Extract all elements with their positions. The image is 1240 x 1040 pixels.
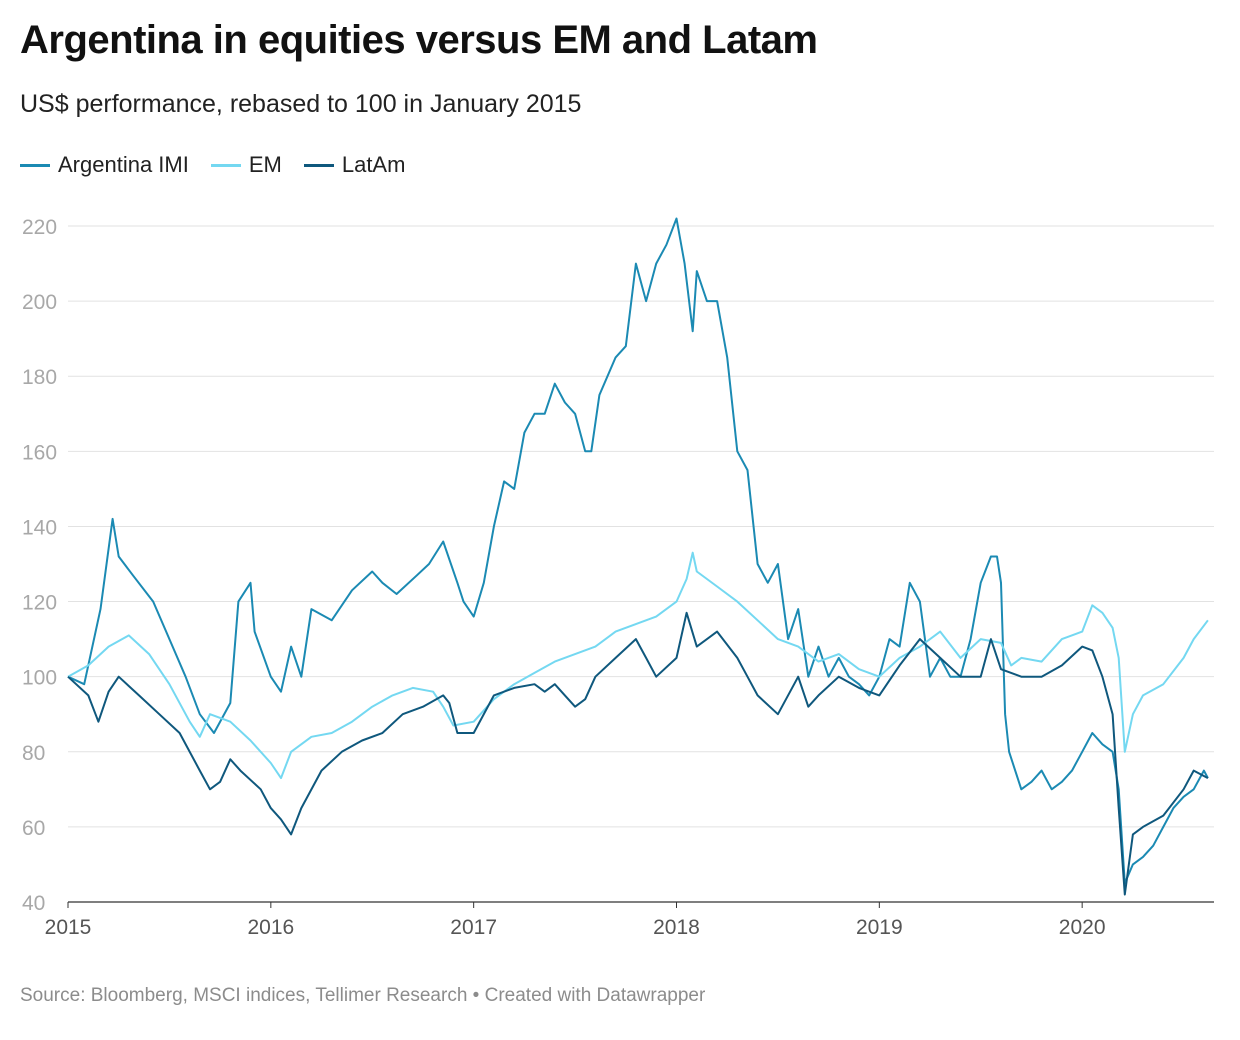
- footer-separator: •: [467, 985, 485, 1006]
- legend-swatch-argentina: [20, 163, 50, 167]
- legend-label-argentina: Argentina IMI: [58, 152, 189, 177]
- x-tick-label: 2018: [653, 916, 700, 939]
- legend-item-em: EM: [210, 152, 282, 178]
- y-tick-label: 80: [22, 742, 45, 765]
- em-line: [67, 551, 1209, 780]
- footer-credit: Created with Datawrapper: [484, 985, 706, 1006]
- footer-source: Source: Bloomberg, MSCI indices, Tellime…: [20, 985, 468, 1006]
- x-tick-label: 2016: [247, 916, 294, 939]
- chart-footer: Source: Bloomberg, MSCI indices, Tellime…: [20, 985, 705, 1007]
- legend-item-latam: LatAm: [303, 152, 406, 178]
- legend-item-argentina: Argentina IMI: [20, 152, 189, 178]
- y-tick-label: 220: [22, 216, 57, 239]
- y-tick-label: 180: [22, 366, 57, 389]
- latam-line: [67, 611, 1209, 896]
- y-tick-label: 120: [22, 592, 57, 615]
- legend-label-em: EM: [248, 152, 282, 177]
- y-tick-label: 100: [22, 667, 57, 690]
- legend-swatch-em: [210, 163, 241, 167]
- x-axis-ticks: 2015 2016 2017 2018 2019 2020: [45, 902, 1106, 939]
- y-tick-label: 160: [22, 441, 57, 464]
- y-tick-label: 200: [22, 291, 57, 314]
- y-axis-ticks: 40 60 80 100 120 140 160 180 200 220: [22, 216, 57, 915]
- legend-label-latam: LatAm: [341, 152, 406, 177]
- chart-title: Argentina in equities versus EM and Lata…: [20, 18, 818, 62]
- y-tick-label: 60: [22, 817, 45, 840]
- x-tick-label: 2017: [450, 916, 497, 939]
- y-tick-label: 140: [22, 516, 57, 539]
- chart-legend: Argentina IMI EM LatAm: [20, 152, 405, 178]
- x-tick-label: 2019: [856, 916, 903, 939]
- grid-lines: [68, 225, 1214, 903]
- x-tick-label: 2015: [45, 916, 92, 939]
- chart-subtitle: US$ performance, rebased to 100 in Janua…: [20, 90, 582, 118]
- series-lines: [67, 217, 1209, 896]
- y-tick-label: 40: [22, 892, 45, 915]
- argentina-imi-line: [67, 217, 1209, 885]
- line-chart: 40 60 80 100 120 140 160 180 200 220 2015 2016 2017…: [22, 216, 1214, 939]
- legend-swatch-latam: [303, 163, 334, 167]
- x-tick-label: 2020: [1059, 916, 1106, 939]
